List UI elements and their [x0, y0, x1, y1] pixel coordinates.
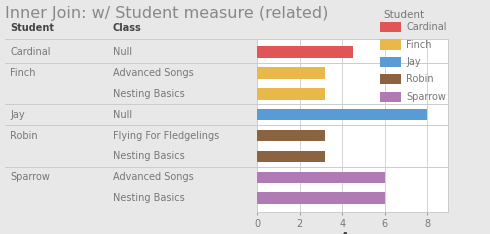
Text: Robin: Robin [10, 131, 38, 141]
Bar [257, 88, 325, 100]
Bar [380, 57, 401, 67]
Bar [257, 46, 353, 58]
X-axis label: Age: Age [341, 232, 365, 234]
Bar [380, 74, 401, 84]
Text: Student: Student [10, 23, 54, 33]
Text: Sparrow: Sparrow [406, 92, 446, 102]
Text: Jay: Jay [406, 57, 421, 67]
Text: Finch: Finch [406, 40, 432, 50]
Text: Nesting Basics: Nesting Basics [113, 89, 185, 99]
Bar [380, 92, 401, 102]
Text: Class: Class [113, 23, 142, 33]
Text: Nesting Basics: Nesting Basics [113, 151, 185, 161]
Text: Student: Student [384, 10, 425, 20]
Text: Robin: Robin [406, 74, 434, 84]
Bar [257, 193, 385, 204]
Text: Inner Join: w/ Student measure (related): Inner Join: w/ Student measure (related) [5, 6, 328, 21]
Text: Nesting Basics: Nesting Basics [113, 193, 185, 203]
Text: Null: Null [113, 47, 132, 57]
Bar [380, 22, 401, 32]
Text: Finch: Finch [10, 68, 36, 78]
Text: Cardinal: Cardinal [406, 22, 447, 32]
Text: Advanced Songs: Advanced Songs [113, 68, 194, 78]
Bar [257, 151, 325, 162]
Bar [257, 67, 325, 79]
Text: Sparrow: Sparrow [10, 172, 50, 182]
Text: Cardinal: Cardinal [10, 47, 50, 57]
Text: Jay: Jay [10, 110, 24, 120]
Bar [257, 109, 427, 121]
Bar [257, 172, 385, 183]
Bar [380, 40, 401, 50]
Text: Flying For Fledgelings: Flying For Fledgelings [113, 131, 219, 141]
Text: Null: Null [113, 110, 132, 120]
Bar [257, 130, 325, 141]
Text: Advanced Songs: Advanced Songs [113, 172, 194, 182]
